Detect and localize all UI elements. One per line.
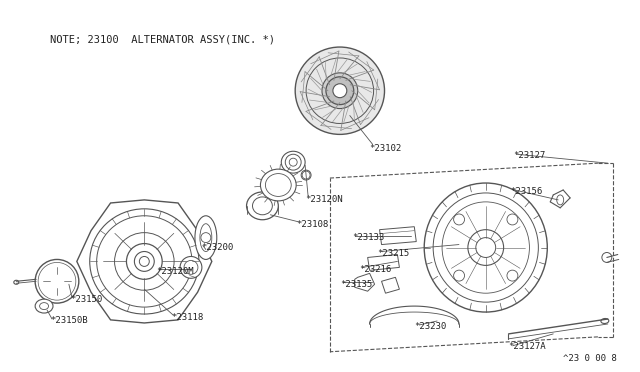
Text: *23120N: *23120N <box>305 195 343 204</box>
Ellipse shape <box>253 197 273 215</box>
Circle shape <box>289 158 297 166</box>
Text: *23230: *23230 <box>414 323 447 331</box>
Ellipse shape <box>266 174 291 196</box>
Text: *23216: *23216 <box>360 265 392 274</box>
Text: *23150B: *23150B <box>50 317 88 326</box>
Ellipse shape <box>260 169 296 201</box>
Polygon shape <box>380 227 416 244</box>
Circle shape <box>507 214 518 225</box>
Circle shape <box>201 232 211 243</box>
Polygon shape <box>355 273 374 291</box>
Text: ^23 0 00 8: ^23 0 00 8 <box>563 354 617 363</box>
Text: NOTE; 23100  ALTERNATOR ASSY(INC. *): NOTE; 23100 ALTERNATOR ASSY(INC. *) <box>50 34 275 44</box>
Text: *23108: *23108 <box>296 220 328 229</box>
Circle shape <box>134 251 154 271</box>
Ellipse shape <box>97 216 192 307</box>
Text: *23135: *23135 <box>340 280 372 289</box>
Ellipse shape <box>295 47 385 134</box>
Text: *23150: *23150 <box>70 295 102 304</box>
Circle shape <box>184 260 198 274</box>
Ellipse shape <box>14 280 19 284</box>
Polygon shape <box>381 277 399 293</box>
Circle shape <box>285 154 301 170</box>
Ellipse shape <box>40 303 49 310</box>
Ellipse shape <box>322 73 358 109</box>
Circle shape <box>302 171 310 179</box>
Ellipse shape <box>90 209 199 314</box>
Circle shape <box>38 262 76 300</box>
Circle shape <box>50 274 64 288</box>
Polygon shape <box>367 254 399 270</box>
Text: *23215: *23215 <box>378 249 410 258</box>
Circle shape <box>602 253 612 262</box>
Text: *23118: *23118 <box>171 312 204 321</box>
Text: *23133: *23133 <box>352 233 384 242</box>
Ellipse shape <box>282 151 305 173</box>
Text: *23102: *23102 <box>370 144 402 153</box>
Circle shape <box>140 256 149 266</box>
Ellipse shape <box>200 224 212 251</box>
Circle shape <box>333 84 347 98</box>
Circle shape <box>476 238 495 257</box>
Ellipse shape <box>557 195 564 205</box>
Text: *23120M: *23120M <box>156 267 194 276</box>
Text: *23156: *23156 <box>511 187 543 196</box>
Ellipse shape <box>442 202 529 293</box>
Ellipse shape <box>433 193 538 302</box>
Circle shape <box>326 77 354 105</box>
Ellipse shape <box>180 256 202 278</box>
Text: *23127A: *23127A <box>509 342 546 351</box>
Circle shape <box>468 230 504 265</box>
Ellipse shape <box>301 170 311 180</box>
Ellipse shape <box>601 318 609 324</box>
Ellipse shape <box>195 216 217 259</box>
Ellipse shape <box>115 232 174 290</box>
Circle shape <box>127 244 162 279</box>
Circle shape <box>507 270 518 281</box>
Polygon shape <box>77 200 212 323</box>
Circle shape <box>42 266 72 296</box>
Ellipse shape <box>246 192 278 220</box>
Circle shape <box>454 270 465 281</box>
Text: *23127: *23127 <box>513 151 546 160</box>
Ellipse shape <box>424 183 547 312</box>
Ellipse shape <box>35 299 53 313</box>
Text: *23200: *23200 <box>201 243 233 252</box>
Circle shape <box>35 259 79 303</box>
Circle shape <box>454 214 465 225</box>
